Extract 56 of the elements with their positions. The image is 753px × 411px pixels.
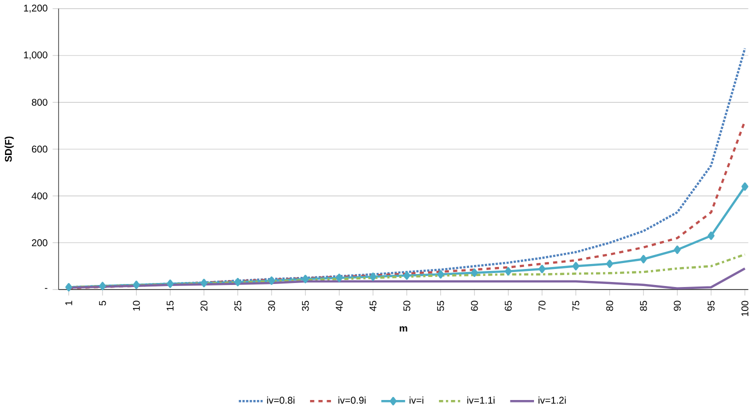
x-tick-label: 55 [437,300,444,311]
x-tick-label: 50 [403,300,410,311]
x-tick-label: 45 [370,300,376,311]
point [200,278,208,288]
x-tick-label: 15 [166,300,174,310]
y-axis-title: SD(F) [4,136,14,162]
x-tick-label: 75 [572,300,580,311]
point [336,274,343,282]
x-tick-label: 70 [538,300,546,311]
legend-label: iv=1.2i [538,396,566,404]
y-tick-label: 400 [32,192,48,200]
point [234,278,242,286]
x-tick-label: 25 [234,300,242,311]
x-tick-label: 90 [674,300,681,311]
point [538,264,546,274]
point [640,254,647,264]
point [741,182,748,191]
x-tick-label: 10 [132,300,140,310]
x-tick-label: 5 [99,300,106,306]
point [572,262,580,270]
y-tick-label: 200 [32,239,48,246]
point [708,231,715,240]
x-tick-label: 65 [504,300,512,311]
point [504,266,512,276]
x-tick-label: 80 [606,300,614,311]
y-tick-label: 800 [32,98,48,106]
legend-label: iv=0.9i [338,396,366,404]
x-tick-label: 85 [640,300,647,311]
y-tick-label: 600 [32,146,48,152]
point [471,268,478,277]
point [403,271,410,280]
y-tick-label: 1,200 [24,4,48,13]
legend-label: iv=i [410,396,424,404]
x-tick-label: 35 [302,300,309,311]
x-tick-label: 20 [200,300,208,311]
point [606,260,614,268]
x-tick-label: 30 [268,300,276,311]
point [302,274,309,284]
x-tick-label: 95 [708,300,715,311]
point [437,270,444,278]
legend-label: iv=1.1i [467,396,494,404]
x-tick-label: 60 [471,300,478,311]
point [268,276,276,285]
x-tick-label: 1 [65,300,72,305]
legend-label: iv=0.8i [267,396,294,404]
point [65,282,72,292]
x-tick-label: 100 [741,300,748,316]
y-tick-label: 1,000 [24,51,48,60]
point [132,280,140,289]
point [370,272,376,281]
x-axis-title: m [400,326,408,332]
point [674,245,681,254]
point [99,282,106,290]
y-tick-label: - [44,288,48,289]
x-tick-label: 40 [336,300,343,311]
point [166,279,174,288]
